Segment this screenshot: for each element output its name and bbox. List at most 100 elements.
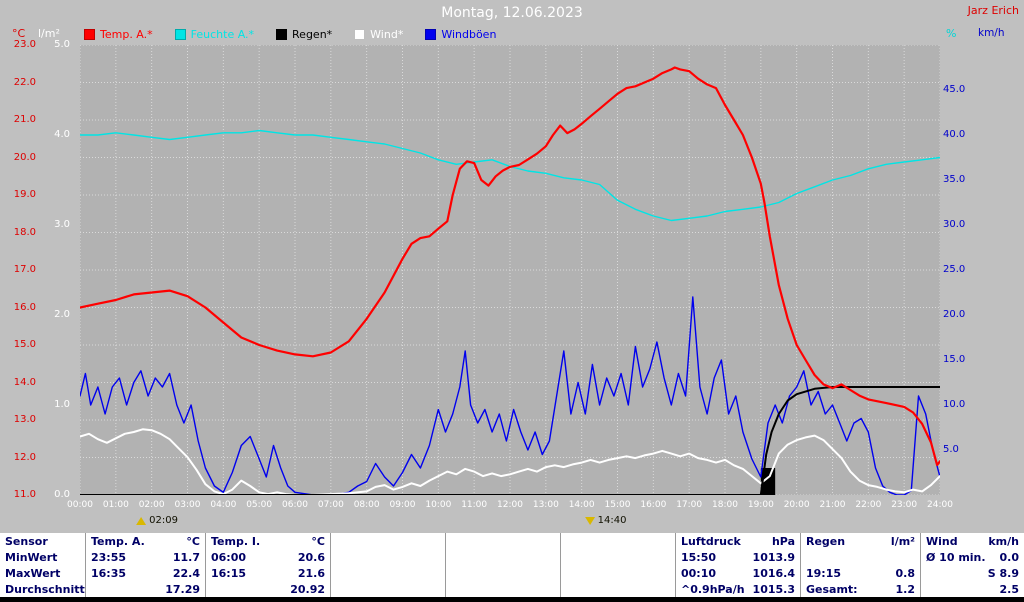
- time-axis-tick: 24:00: [927, 500, 953, 510]
- table-header-cell: [560, 533, 675, 549]
- table-cell: 17.29: [85, 581, 205, 597]
- table-cell: [560, 549, 675, 565]
- time-axis-tick: 03:00: [174, 500, 201, 510]
- table-row-label: Durchschnitt: [5, 582, 85, 596]
- series-wind: [80, 428, 940, 495]
- weather-chart: [80, 45, 940, 495]
- legend-swatch-icon: [84, 29, 95, 40]
- wind-axis-tick: 25.0: [943, 264, 966, 275]
- time-axis-tick: 01:00: [102, 500, 129, 510]
- legend-swatch-icon: [354, 29, 366, 40]
- table-cell: [330, 581, 445, 597]
- table-header-cell: Temp. I. °C: [205, 533, 330, 549]
- legend: Temp. A.* Feuchte A.* Regen* Wind* Windböen: [84, 28, 496, 41]
- stats-table: Sensor Temp. A. °C Temp. I. °C Luftdruck hPa Re…: [0, 533, 1024, 597]
- time-axis-tick: 16:00: [640, 500, 667, 510]
- wind-axis-tick: 45.0: [943, 84, 966, 95]
- series-windb-en: [80, 296, 940, 495]
- time-axis-tick: 12:00: [497, 500, 523, 510]
- table-cell: Ø 10 min. 0.0: [920, 549, 1024, 565]
- table-cell: 15:50 1013.9: [675, 549, 800, 565]
- legend-label: Windböen: [441, 28, 497, 41]
- temp-axis-tick: 12.0: [13, 451, 36, 463]
- wind-axis-tick: 15.0: [943, 354, 966, 365]
- time-axis-tick: 21:00: [819, 500, 846, 510]
- time-axis-tick: 17:00: [676, 500, 703, 510]
- legend-item: Windböen: [425, 28, 496, 41]
- moon-set-marker: 14:40: [584, 515, 627, 526]
- legend-swatch-icon: [174, 29, 186, 40]
- left-axis-rain-unit: l/m²: [38, 27, 60, 40]
- temp-axis-tick: 15.0: [13, 339, 36, 350]
- temp-axis-tick: 20.0: [13, 151, 36, 163]
- rain-axis-tick: 5.0: [54, 39, 70, 50]
- set-icon: [584, 516, 595, 525]
- table-cell: 19:15 0.8: [800, 565, 920, 581]
- series-temp-a-: [80, 66, 940, 467]
- time-axis-tick: 10:00: [425, 500, 452, 510]
- legend-item: Feuchte A.*: [174, 28, 255, 41]
- table-header-cell: Luftdruck hPa: [675, 533, 800, 549]
- time-axis-tick: 19:00: [747, 500, 774, 510]
- marker-time: 14:40: [597, 515, 627, 526]
- legend-swatch-icon: [276, 29, 288, 40]
- table-cell: S 8.9: [920, 565, 1024, 581]
- legend-swatch-icon: [425, 29, 437, 40]
- table-cell: [560, 581, 675, 597]
- table-cell: ^0.9hPa/h 1015.3: [675, 581, 800, 597]
- table-cell: Gesamt: 1.2: [800, 581, 920, 597]
- rain-axis-tick: 4.0: [54, 129, 70, 140]
- table-header-cell: Sensor: [5, 534, 48, 548]
- table-cell: 00:10 1016.4: [675, 565, 800, 581]
- table-header-cell: [445, 533, 560, 549]
- legend-label: Regen*: [292, 28, 333, 41]
- rain-axis-tick: 3.0: [54, 219, 70, 230]
- rain-axis-tick: 2.0: [54, 309, 70, 320]
- temp-axis-tick: 19.0: [13, 189, 36, 200]
- table-cell: [560, 565, 675, 581]
- table-row-label: MaxWert: [5, 566, 61, 580]
- table-cell: 23:55 11.7: [85, 549, 205, 565]
- page-title: Montag, 12.06.2023: [441, 5, 583, 21]
- table-header-cell: Regen l/m²: [800, 533, 920, 549]
- wind-axis-tick: 35.0: [943, 174, 966, 185]
- time-axis-tick: 08:00: [353, 500, 380, 510]
- time-axis-tick: 15:00: [604, 500, 631, 510]
- temp-axis-tick: 21.0: [13, 114, 36, 125]
- temp-axis-tick: 14.0: [13, 376, 36, 388]
- legend-label: Feuchte A.*: [190, 28, 255, 41]
- table-cell: 16:35 22.4: [85, 565, 205, 581]
- temp-axis-tick: 23.0: [13, 39, 36, 50]
- temp-axis-tick: 16.0: [13, 301, 36, 313]
- table-header-cell: Wind km/h: [920, 533, 1024, 549]
- temp-axis-tick: 13.0: [13, 414, 36, 425]
- wind-axis-tick: 20.0: [943, 309, 966, 320]
- marker-time: 02:09: [149, 515, 178, 526]
- series-regen: [80, 386, 940, 495]
- left-axis-temp-unit: °C: [12, 27, 26, 40]
- time-axis-tick: 02:00: [138, 500, 165, 510]
- wind-axis-tick: 5.0: [943, 444, 959, 455]
- temp-axis-tick: 17.0: [13, 264, 36, 275]
- bottom-bar: [0, 597, 1024, 602]
- right-axis-percent-unit: %: [946, 27, 957, 40]
- station-name: Jarz Erich: [967, 4, 1019, 17]
- legend-label: Temp. A.*: [100, 28, 153, 41]
- time-axis-tick: 23:00: [891, 500, 918, 510]
- table-header-cell: [330, 533, 445, 549]
- moon-rise-marker: 02:09: [136, 515, 178, 526]
- table-cell: 2.5: [920, 581, 1024, 597]
- time-axis-tick: 11:00: [461, 500, 488, 510]
- rise-icon: [136, 516, 147, 525]
- temp-axis-tick: 22.0: [13, 76, 36, 88]
- time-axis-tick: 14:00: [568, 500, 595, 510]
- table-cell: 06:00 20.6: [205, 549, 330, 565]
- right-axis-wind-unit: km/h: [978, 27, 1005, 39]
- legend-item: Regen*: [276, 28, 332, 41]
- time-axis-tick: 06:00: [282, 500, 308, 510]
- temp-axis-tick: 11.0: [13, 489, 36, 500]
- time-axis-tick: 09:00: [389, 500, 416, 510]
- table-cell: [445, 581, 560, 597]
- legend-item: Wind*: [354, 28, 403, 41]
- time-axis-tick: 07:00: [317, 500, 344, 510]
